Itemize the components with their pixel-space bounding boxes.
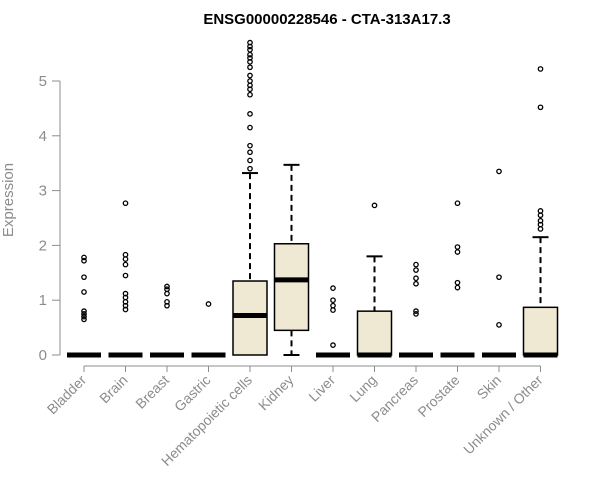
outlier-point bbox=[496, 274, 502, 281]
outlier-point bbox=[164, 283, 170, 290]
outlier-point bbox=[413, 308, 419, 315]
x-tick-label: Breast bbox=[132, 372, 172, 412]
y-tick-label: 0 bbox=[39, 347, 47, 364]
box-rect bbox=[522, 306, 559, 356]
outlier-point bbox=[247, 124, 253, 131]
chart-title: ENSG00000228546 - CTA-313A17.3 bbox=[203, 11, 450, 28]
outlier-point bbox=[330, 297, 336, 304]
outlier-point bbox=[247, 78, 253, 84]
x-tick-label: Unknown / Other bbox=[460, 372, 546, 458]
box-group bbox=[67, 254, 101, 358]
outlier-point bbox=[247, 111, 253, 117]
box-group bbox=[356, 202, 393, 358]
outlier-point bbox=[122, 200, 129, 207]
outlier-point bbox=[371, 202, 378, 209]
x-tick-label: Prostate bbox=[414, 372, 462, 420]
box-group bbox=[316, 285, 350, 358]
outlier-point bbox=[247, 149, 253, 156]
y-tick-label: 2 bbox=[39, 237, 47, 254]
outlier-point bbox=[247, 72, 253, 79]
outlier-point bbox=[81, 274, 87, 281]
x-tick-label: Liver bbox=[305, 372, 338, 405]
box-group bbox=[482, 168, 516, 358]
box-rect bbox=[273, 243, 310, 332]
outlier-point bbox=[81, 289, 87, 295]
outlier-point bbox=[81, 254, 87, 261]
outlier-point bbox=[454, 244, 461, 250]
box-group bbox=[232, 39, 268, 356]
outlier-point bbox=[413, 311, 419, 317]
outlier-point bbox=[454, 284, 461, 291]
outlier-point bbox=[496, 168, 502, 175]
x-tick-label: Skin bbox=[474, 372, 505, 403]
outlier-point bbox=[247, 39, 253, 46]
x-tick-label: Kidney bbox=[255, 372, 297, 414]
outlier-point bbox=[164, 286, 170, 293]
outlier-point bbox=[247, 165, 253, 172]
outlier-point bbox=[537, 66, 544, 72]
outlier-point bbox=[164, 298, 170, 305]
outlier-point bbox=[330, 302, 336, 309]
outlier-point bbox=[537, 104, 544, 111]
x-tick-label: Bladder bbox=[44, 372, 90, 418]
outlier-point bbox=[330, 342, 336, 348]
outlier-point bbox=[413, 275, 419, 282]
outlier-point bbox=[122, 261, 129, 268]
outlier-point bbox=[247, 157, 253, 164]
outlier-point bbox=[413, 267, 419, 273]
outlier-point bbox=[81, 311, 87, 317]
outlier-point bbox=[81, 316, 87, 323]
outlier-point bbox=[205, 301, 212, 307]
outlier-point bbox=[247, 142, 253, 149]
outlier-point bbox=[81, 313, 87, 320]
outlier-point bbox=[454, 200, 461, 207]
outlier-point bbox=[247, 64, 253, 71]
box-group bbox=[273, 163, 310, 356]
outlier-point bbox=[122, 272, 129, 279]
outlier-point bbox=[496, 322, 502, 328]
outlier-point bbox=[247, 55, 253, 61]
outlier-point bbox=[413, 261, 419, 268]
y-tick-label: 5 bbox=[39, 73, 47, 90]
outlier-point bbox=[247, 46, 253, 53]
outlier-point bbox=[537, 208, 544, 214]
box-group bbox=[191, 301, 226, 358]
outlier-point bbox=[122, 290, 129, 297]
outlier-point bbox=[81, 308, 87, 315]
y-tick-label: 3 bbox=[39, 183, 47, 200]
outlier-point bbox=[413, 280, 419, 287]
box-group bbox=[440, 200, 475, 358]
box-group bbox=[522, 66, 559, 358]
outlier-point bbox=[247, 91, 253, 98]
x-tick-label: Brain bbox=[96, 372, 130, 406]
y-tick-label: 4 bbox=[39, 128, 47, 145]
outlier-point bbox=[537, 217, 544, 224]
outlier-point bbox=[454, 249, 461, 255]
box-group bbox=[150, 283, 184, 358]
outlier-point bbox=[81, 257, 87, 264]
box-rect bbox=[356, 310, 393, 356]
outlier-point bbox=[122, 251, 129, 258]
x-tick-label: Lung bbox=[346, 372, 379, 405]
box-group bbox=[108, 200, 143, 358]
outlier-point bbox=[454, 279, 461, 286]
y-tick-label: 1 bbox=[39, 292, 47, 309]
boxes bbox=[67, 39, 559, 358]
y-axis-label: Expression bbox=[0, 163, 17, 237]
axes: 0 1 2 3 4 5 bbox=[39, 73, 541, 372]
box-group bbox=[399, 261, 433, 358]
outlier-point bbox=[330, 285, 336, 291]
